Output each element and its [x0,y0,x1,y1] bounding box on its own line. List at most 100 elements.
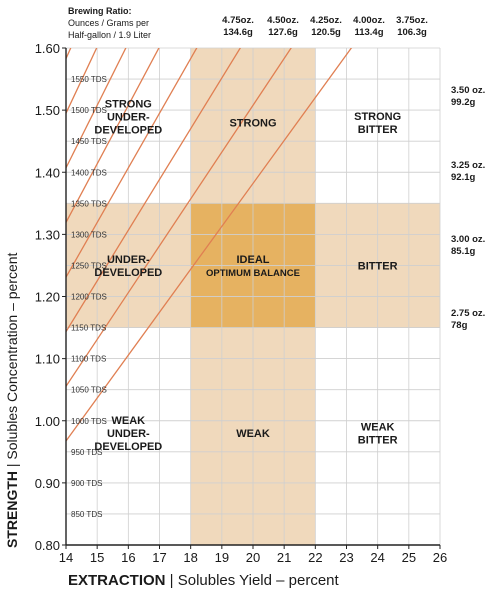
ratio-label-top-4: 4.00oz. 113.4g [346,15,392,39]
tds-label: 900 TDS [71,479,102,488]
x-tick-label: 25 [402,550,416,565]
tds-label: 1250 TDS [71,261,107,270]
x-tick-label: 26 [433,550,447,565]
ratio-line [66,48,160,223]
x-tick-label: 20 [246,550,260,565]
region-label-line: UNDER- [107,111,150,123]
x-tick-label: 14 [59,550,73,565]
region-label: WEAK [236,428,270,440]
x-axis-title-bold: EXTRACTION [68,572,166,589]
ratio-oz: 3.00 oz. [451,234,486,245]
region-label: STRONG [229,118,276,130]
tds-label: 1000 TDS [71,417,107,426]
region-label-line: WEAK [361,422,395,434]
tds-label: 1050 TDS [71,386,107,395]
x-axis-title-rest: | Solubles Yield – percent [165,572,339,589]
header-line-2: Half-gallon / 1.9 Liter [68,30,152,40]
x-tick-label: 21 [277,550,291,565]
x-tick-label: 24 [370,550,384,565]
ratio-oz: 3.50 oz. [451,85,486,96]
x-tick-label: 19 [215,550,229,565]
y-tick-label: 1.30 [35,227,60,242]
ratio-oz: 2.75 oz. [451,308,486,319]
ratio-g: 134.6g [223,27,253,38]
tds-label: 1450 TDS [71,137,107,146]
y-axis-title: STRENGTH | Solubles Concentration – perc… [4,253,20,548]
ratio-oz: 3.75oz. [396,15,428,26]
ratio-label-top-2: 4.50oz. 127.6g [260,15,306,39]
region-label-line: WEAK [112,415,146,427]
ratio-oz: 4.50oz. [267,15,299,26]
region-label-line: DEVELOPED [94,124,162,136]
region-label: IDEAL OPTIMUM BALANCE [206,254,300,279]
y-tick-label: 1.40 [35,165,60,180]
ratio-line [66,48,353,442]
ratio-line [66,48,242,333]
region-label-line: WEAK [236,428,270,440]
region-label-line: BITTER [358,260,398,272]
header-title: Brewing Ratio: [68,6,132,16]
ratio-label-right-1: 3.50 oz. 99.2g [451,85,485,109]
ratio-g: 78g [451,320,468,331]
y-tick-label: 1.10 [35,352,60,367]
region-label-line: DEVELOPED [94,441,162,453]
region-label-line: BITTER [358,435,398,447]
y-axis-title-bold: STRENGTH [4,471,20,548]
y-tick-label: 1.20 [35,290,60,305]
region-label-line: IDEAL [237,254,270,266]
ratio-oz: 4.75oz. [222,15,254,26]
x-axis-title: EXTRACTION | Solubles Yield – percent [68,572,339,589]
region-label-line: UNDER- [107,428,150,440]
tds-label: 1550 TDS [71,75,107,84]
x-tick-label: 23 [339,550,353,565]
x-tick-label: 15 [90,550,104,565]
ratio-line [66,0,440,4]
y-tick-label: 1.50 [35,103,60,118]
x-tick-label: 17 [152,550,166,565]
ratio-g: 127.6g [268,27,298,38]
ratio-g: 106.3g [397,27,427,38]
region-label-line: STRONG [354,111,401,123]
tds-label: 1200 TDS [71,293,107,302]
ratio-label-right-4: 2.75 oz. 78g [451,308,485,332]
tds-label: 1400 TDS [71,168,107,177]
ratio-line [66,48,198,278]
region-label-line: UNDER- [107,254,150,266]
ratio-g: 99.2g [451,97,476,108]
y-tick-label: 1.60 [35,41,60,56]
ratio-oz: 3.25 oz. [451,160,486,171]
ratio-label-right-3: 3.00 oz. 85.1g [451,234,485,258]
header-line-1: Ounces / Grams per [68,18,150,28]
ratio-label-top-5: 3.75oz. 106.3g [389,15,435,39]
tds-label: 950 TDS [71,448,102,457]
tds-label: 1150 TDS [71,324,106,333]
tds-label: 1350 TDS [71,199,107,208]
ratio-label-right-2: 3.25 oz. 92.1g [451,160,485,184]
ratio-g: 113.4g [354,27,384,38]
y-tick-label: 1.00 [35,414,60,429]
region-label-line: OPTIMUM BALANCE [206,268,300,279]
region-label-line: BITTER [358,124,398,136]
ratio-lines [66,0,440,442]
x-tick-label: 22 [308,550,322,565]
tds-label: 1500 TDS [71,106,107,115]
x-tick-label: 16 [121,550,135,565]
x-tick-label: 18 [183,550,197,565]
region-label-line: STRONG [105,98,152,110]
y-tick-label: 0.90 [35,476,60,491]
y-tick-label: 0.80 [35,538,60,553]
region-label: BITTER [358,260,398,272]
region-label-line: DEVELOPED [94,267,162,279]
ratio-oz: 4.00oz. [353,15,385,26]
ratio-oz: 4.25oz. [310,15,342,26]
region-label: UNDER-DEVELOPED [94,254,162,279]
ratio-g: 92.1g [451,172,476,183]
ratio-line [66,48,292,387]
ratio-label-top-1: 4.75oz. 134.6g [215,15,261,39]
region-label-line: STRONG [229,118,276,130]
